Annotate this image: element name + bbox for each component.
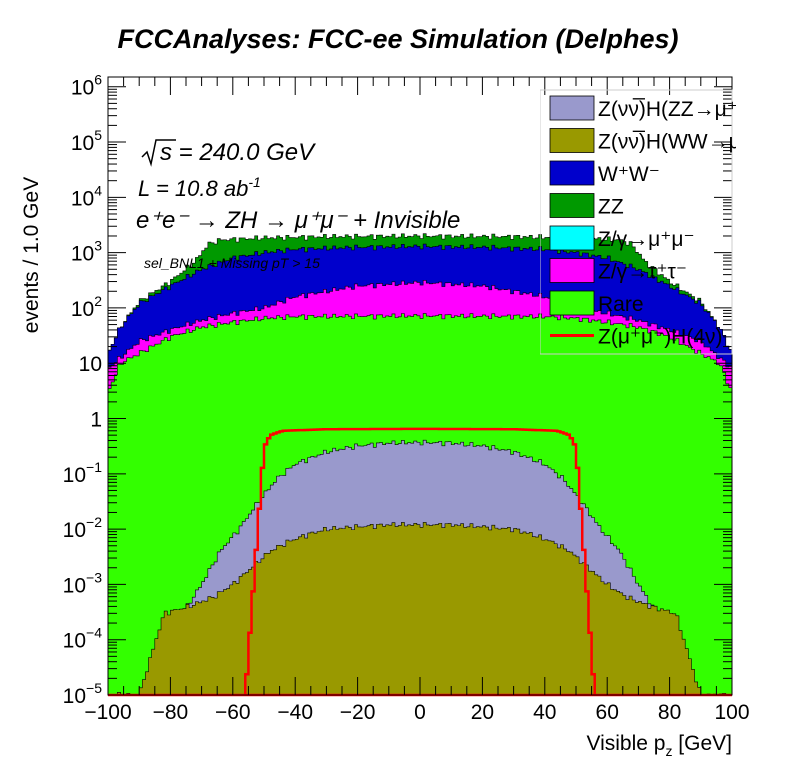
x-tick-label: 20 [471,701,494,724]
legend-label: Z(νν̅)H(WW→μ⁺νμ⁻ν) [598,131,796,154]
x-tick-labels: −100 −80 −60 −40 −20 0 20 40 60 80 100 [84,701,749,724]
y-tick-label: 10−1 [63,459,103,487]
legend-label: Z/γ→μ⁺μ⁻ [598,228,695,251]
axis-ticks [107,77,733,696]
annotations: s = 240.0 GeV L = 10.8 ab-1 e⁺e⁻ → ZH → … [136,139,460,271]
y-tick-label: 10−3 [63,569,103,597]
signal-line [108,427,732,697]
y-tick-label: 1 [90,409,102,432]
y-tick-label: 10−2 [63,514,103,542]
y-tick-label: 104 [71,182,102,210]
legend-label: Z(μ⁺μ⁻)H(4ν) [598,326,723,349]
chart-title: FCCAnalyses: FCC-ee Simulation (Delphes) [117,24,678,54]
y-tick-label: 106 [71,72,102,100]
legend-swatch [549,95,595,121]
legend-label: W⁺W⁻ [598,163,660,186]
legend-swatch [549,193,595,218]
x-axis-label: Visible pz [GeV] [586,732,732,759]
x-tick-label: −80 [153,701,189,724]
x-tick-label: 0 [414,701,426,724]
legend-swatch [549,128,595,153]
sqrts-label: s = 240.0 GeV [160,139,316,166]
lumi-label: L = 10.8 ab-1 [138,174,261,201]
x-tick-label: −40 [277,701,313,724]
x-tick-label: 80 [658,701,681,724]
x-tick-label: −100 [84,701,131,724]
legend-swatch [549,160,595,186]
y-tick-label: 10−4 [63,625,103,653]
sqrt-sign [141,139,176,167]
legend-label: Z/γ→τ⁺τ⁻ [598,261,687,284]
legend-swatch [549,225,595,251]
process-label: e⁺e⁻ → ZH → μ⁺μ⁻ + Invisible [136,207,460,234]
histogram-layers [107,233,733,697]
legend: Z(νν̅)H(ZZ→μ⁺μ⁻ν⁺ν⁻) Z(νν̅)H(WW→μ⁺νμ⁻ν) W⁺… [540,89,796,355]
selection-label: sel_BNL1 + Missing pT > 15 [144,255,320,271]
legend-box [540,89,733,355]
legend-label: Rare [598,293,644,316]
x-tick-label: 100 [714,701,749,724]
legend-swatch [549,290,595,316]
x-tick-label: −20 [340,701,376,724]
legend-label: ZZ [598,196,624,219]
y-tick-label: 10 [79,353,102,376]
overlay-area-2 [108,522,733,696]
legend-swatch [549,258,595,283]
y-tick-label: 10−5 [63,680,103,708]
y-tick-label: 102 [71,293,102,321]
x-tick-label: 40 [533,701,556,724]
x-tick-label: 60 [596,701,619,724]
y-axis-label: events / 1.0 GeV [20,177,43,333]
y-tick-label: 105 [71,127,102,155]
y-tick-label: 103 [71,238,102,266]
x-tick-label: −60 [215,701,251,724]
legend-label: Z(νν̅)H(ZZ→μ⁺μ⁻ν⁺ν⁻) [598,98,796,121]
